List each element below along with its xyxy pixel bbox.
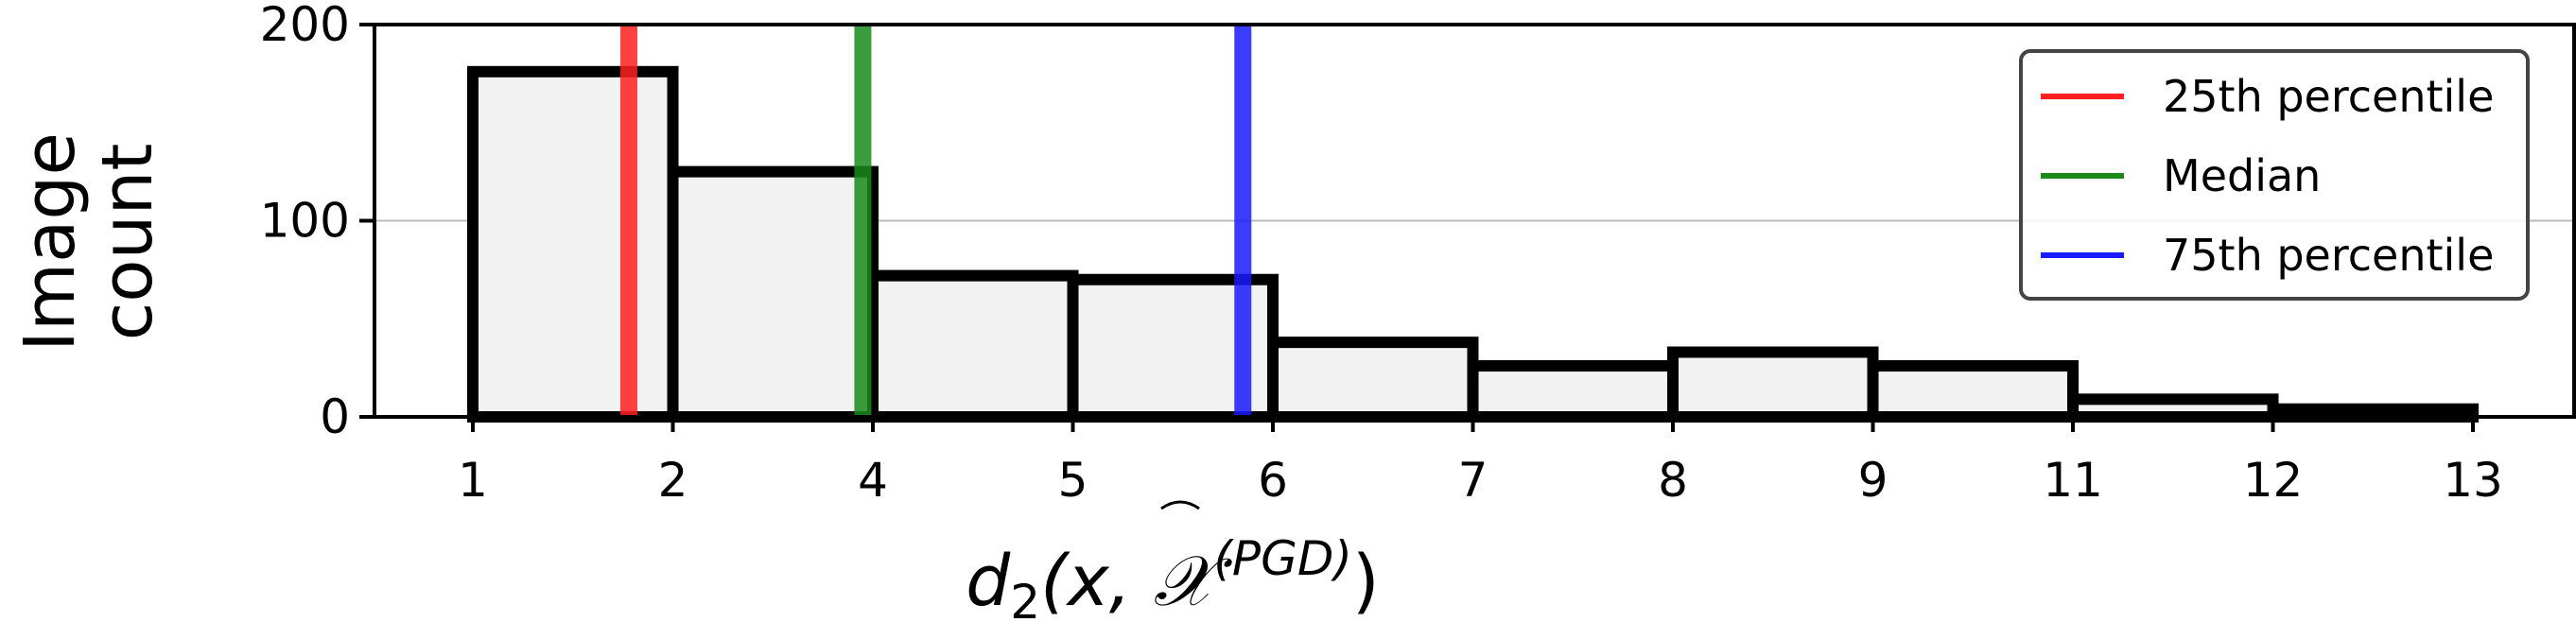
- x-tick-label-0: 1: [458, 453, 488, 508]
- y-tick-label-2: 200: [260, 0, 350, 52]
- y-tick-label-0: 0: [320, 389, 350, 444]
- y-tick-label-1: 100: [260, 194, 350, 249]
- x-tick-label-2: 4: [858, 453, 888, 508]
- x-label-main: d: [966, 541, 1011, 622]
- x-tick-label-3: 5: [1058, 453, 1088, 508]
- histogram-bar-8: [2067, 393, 2279, 423]
- x-tick-label-7: 9: [1858, 453, 1888, 508]
- x-tick-label-9: 12: [2243, 453, 2304, 508]
- histogram-bar-2: [867, 269, 1079, 423]
- histogram-bar-6: [1667, 346, 1879, 423]
- x-label-hat: [1160, 500, 1200, 510]
- percentile-lines: [619, 25, 1252, 417]
- histogram-bar-0: [467, 65, 679, 423]
- legend-label-2: 75th percentile: [2163, 230, 2494, 281]
- x-axis-ticks: 1 2 4 5 6 7 8 9 11 12 13: [458, 417, 2503, 508]
- x-tick-label-6: 8: [1658, 453, 1688, 508]
- y-axis-label-line1: Image: [9, 132, 91, 352]
- x-tick-label-10: 13: [2443, 453, 2503, 508]
- histogram-bar-1: [667, 165, 879, 423]
- x-label-open: (x,: [1040, 541, 1154, 622]
- histogram-bar-4: [1267, 337, 1479, 423]
- x-tick-label-5: 7: [1458, 453, 1488, 508]
- histogram-bar-5: [1467, 360, 1679, 423]
- x-label-superscript: (PGD): [1213, 531, 1351, 586]
- x-axis-label: d2(x, 𝒳(PGD)): [966, 531, 1379, 622]
- legend-label-1: Median: [2163, 150, 2321, 201]
- histogram-bar-7: [1867, 360, 2079, 423]
- x-label-close: ): [1352, 541, 1380, 622]
- x-tick-label-1: 2: [658, 453, 688, 508]
- legend-label-0: 25th percentile: [2163, 71, 2494, 122]
- y-axis-ticks: 0 100 200: [260, 0, 374, 444]
- x-label-subscript: 2: [1010, 575, 1040, 622]
- legend-box: [2019, 49, 2530, 301]
- x-tick-label-8: 11: [2043, 453, 2103, 508]
- x-tick-label-4: 6: [1258, 453, 1288, 508]
- y-axis-label-line2: count: [87, 144, 168, 341]
- legend: 25th percentile Median 75th percentile: [2019, 49, 2530, 301]
